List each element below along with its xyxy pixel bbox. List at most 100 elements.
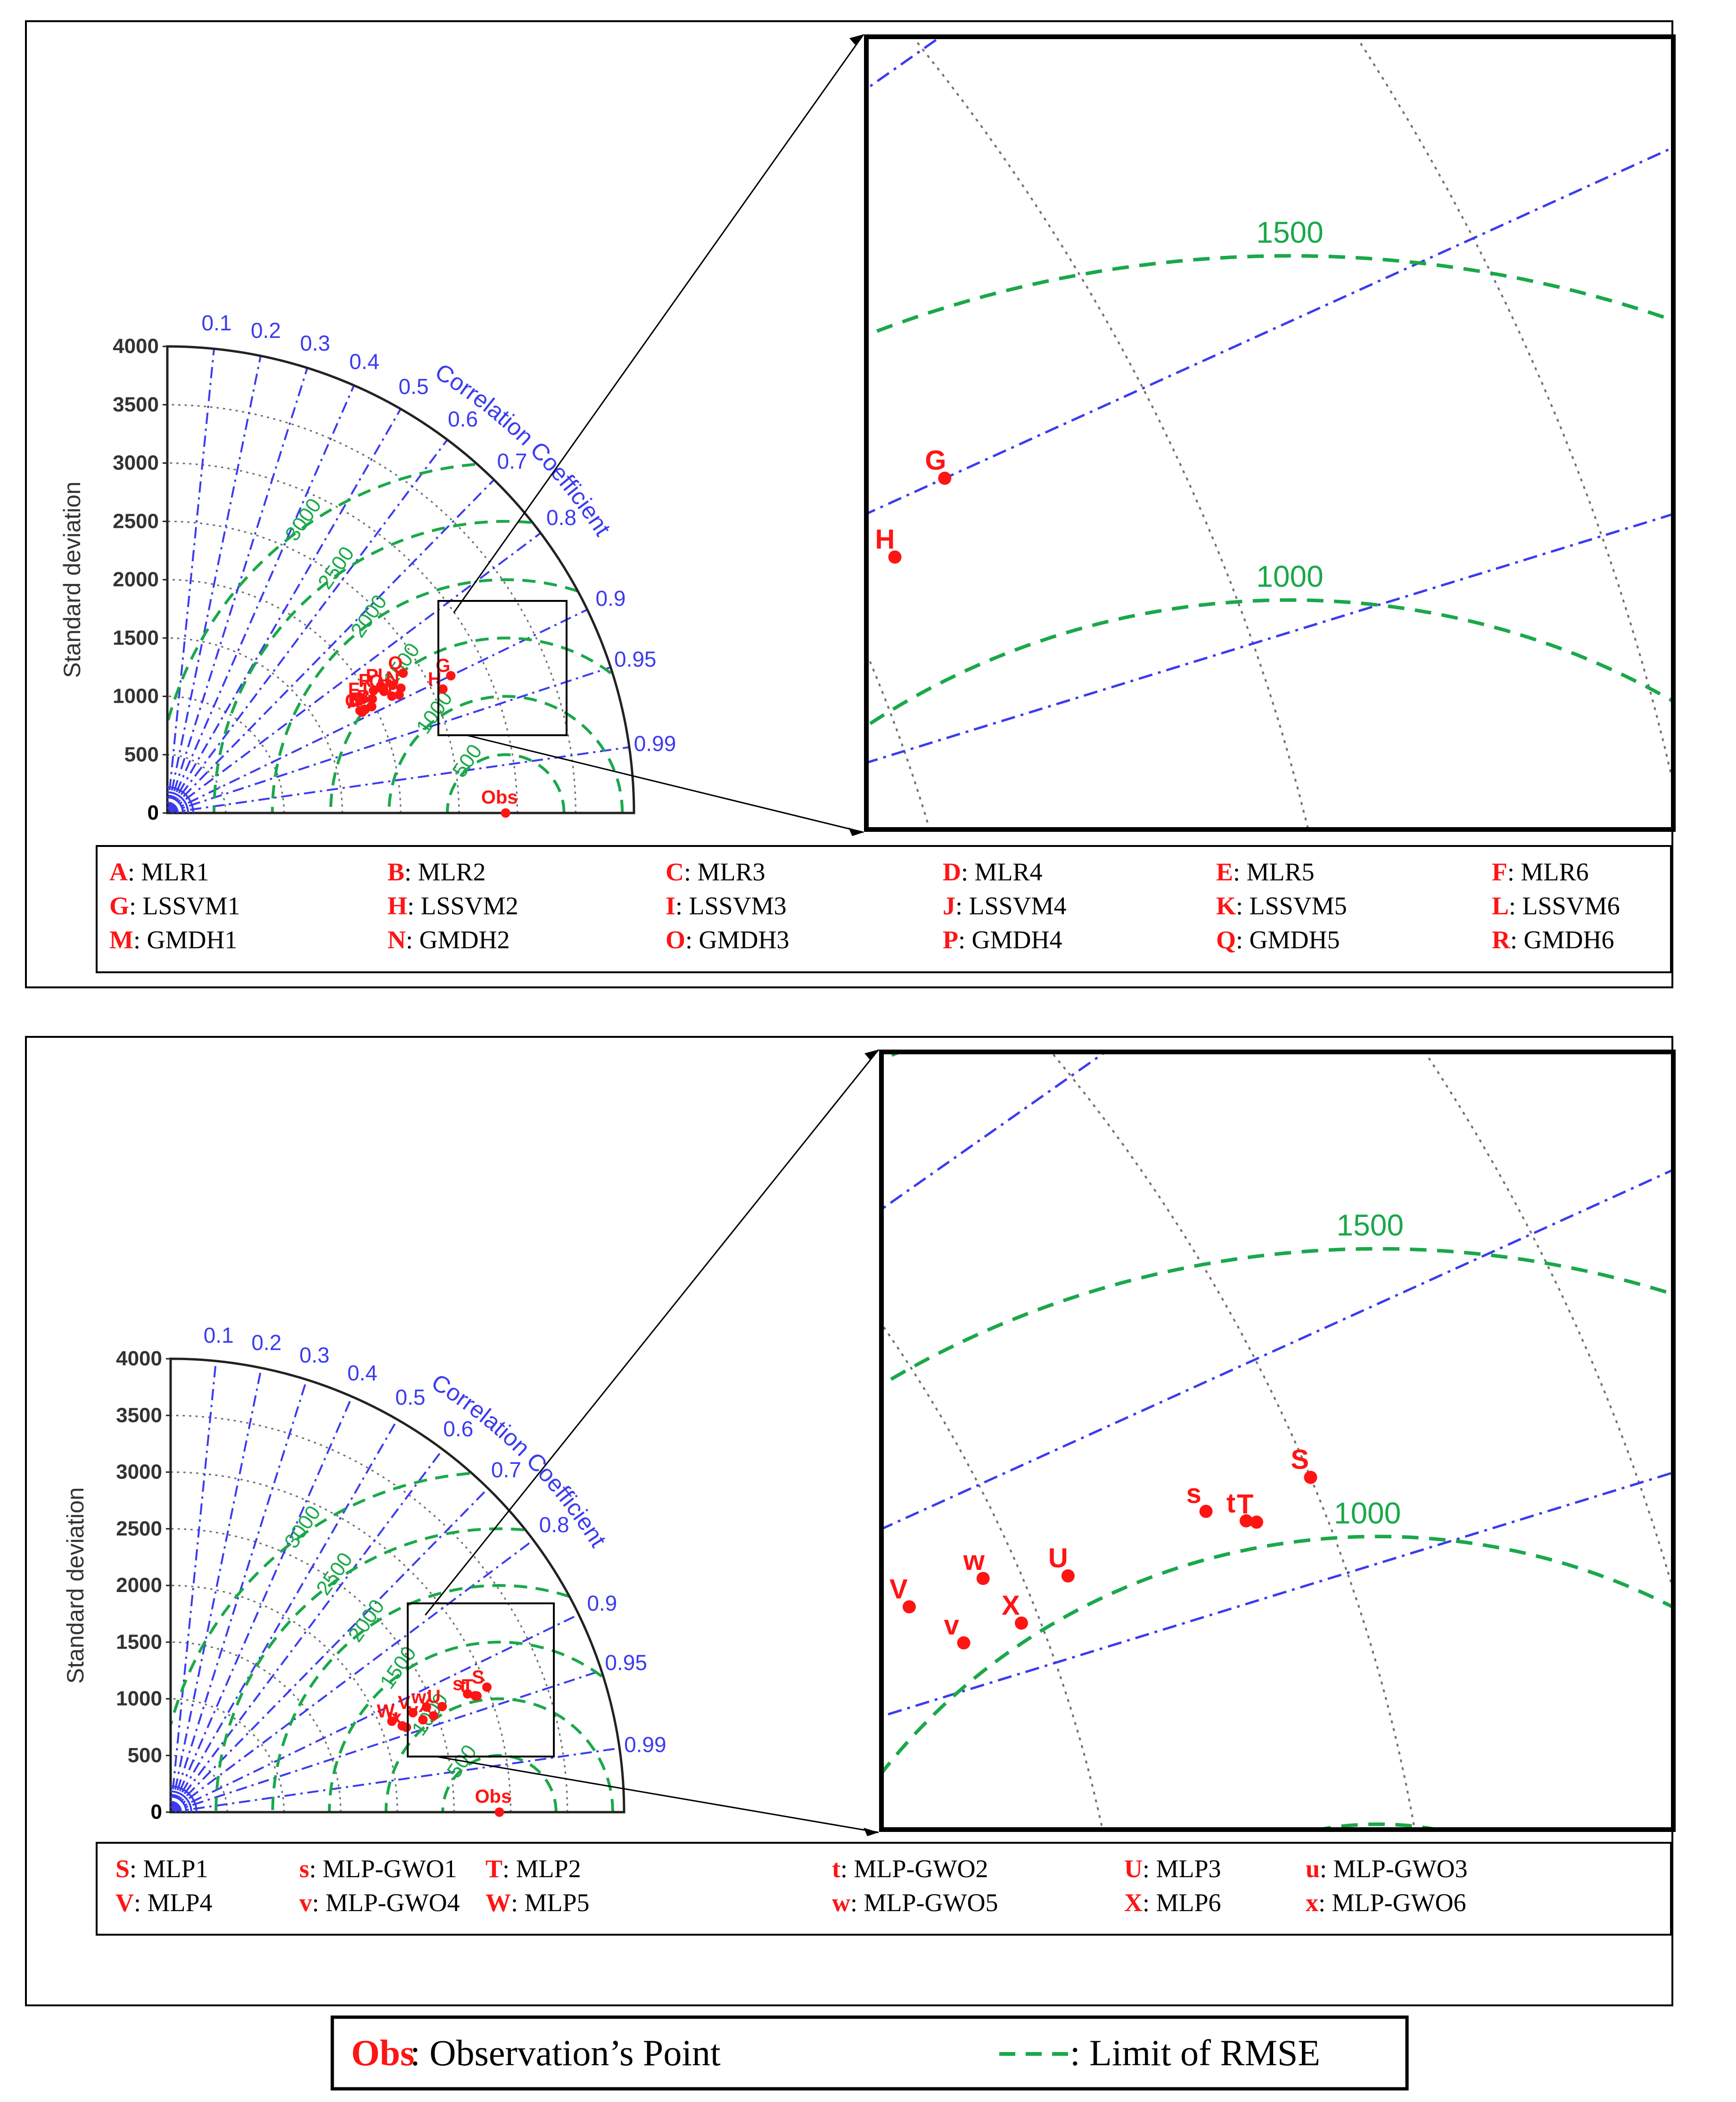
model-point-Q [398,668,408,678]
zoom-point-label: R [438,534,458,564]
legend-model-name: : GMDH5 [1236,926,1340,954]
legend-model-name: : MLP-GWO3 [1320,1855,1467,1883]
correlation-tick-label: 0.99 [624,1733,666,1757]
legend-entry: Q: GMDH5 [1216,926,1340,954]
model-point-label: S [472,1667,485,1688]
legend-model-name: : LSSVM2 [407,892,518,920]
legend-key: G [109,892,129,920]
panel1-taylor-diagram: 05001000150020002500300035004000Standard… [0,0,1676,1289]
zoom-point-V [903,1600,916,1614]
panel1-legend-frame [96,845,1672,973]
std-tick-label: 3000 [116,1461,162,1484]
zoom-point-u [845,1667,858,1680]
legend-key: V [115,1889,134,1917]
legend-key: B [387,858,404,886]
correlation-tick-label: 0.8 [546,505,576,530]
zoom-background [866,37,1673,829]
correlation-ray [167,746,630,813]
legend-key: M [109,926,133,954]
legend-key: H [387,892,407,920]
model-point-label: F [348,679,359,700]
legend-entry: J: LSSVM4 [943,892,1067,920]
rmse-arc [866,598,1673,729]
correlation-ray [171,1368,263,1812]
std-grid-circle [881,1322,1104,1830]
model-point-label: w [411,1687,427,1708]
zoom-rmse-label: 1000 [1256,559,1323,593]
model-point-label: P [366,665,378,686]
zoom-source-box [407,1602,555,1757]
correlation-tick-label: 0.99 [634,731,676,756]
zoom-arrow-top [864,1050,879,1060]
correlation-tick-label: 0.7 [497,449,527,474]
legend-model-name: : GMDH6 [1510,926,1614,954]
correlation-title: Correlation Coefficient [427,1369,612,1552]
rmse-arc [271,578,578,813]
legend-model-name: : LSSVM3 [675,892,787,920]
std-grid-circle [171,1585,398,1812]
std-tick-label: 2500 [113,509,159,533]
obs-label: Obs [475,1786,511,1807]
zoom-point-label: V [889,1574,908,1604]
model-point-S [482,1682,492,1692]
legend-model-name: : MLR5 [1233,858,1315,886]
legend-key: D [943,858,961,886]
std-grid-circle [171,1528,455,1812]
zoom-connector-bottom [436,1756,879,1833]
rmse-arc [167,463,476,723]
legend-key: O [666,926,685,954]
legend-entry: I: LSSVM3 [666,892,787,920]
legend-model-name: : GMDH3 [685,926,790,954]
legend-key: N [387,926,406,954]
model-point-label: K [349,689,363,710]
model-point-F [358,695,368,705]
legend-model-name: : MLP5 [511,1889,590,1917]
legend-model-name: : MLP-GWO4 [312,1889,460,1917]
legend-key: A [109,858,128,886]
model-point-J [367,694,377,704]
zoom-point-x [868,1675,881,1688]
model-point-K [360,704,370,714]
legend-model-name: : MLR2 [404,858,486,886]
legend-model-name: : MLP6 [1143,1889,1221,1917]
legend-model-name: : GMDH2 [406,926,510,954]
std-grid-circle [0,0,629,1289]
origin-arc [170,1801,182,1813]
correlation-tick-label: 0.1 [204,1323,234,1347]
std-tick-label: 3500 [116,1404,162,1427]
rmse-arc [1309,1822,1447,1830]
legend-key: C [666,858,684,886]
zoom-point-label: u [831,1641,848,1671]
legend-entry: G: LSSVM1 [109,892,240,920]
correlation-ray [167,479,495,813]
std-tick-label: 0 [151,1800,162,1823]
std-tick-label: 3000 [113,452,159,475]
model-point-v [418,1715,428,1724]
zoom-rmse-label: 1500 [1337,1208,1404,1242]
legend-entry: K: LSSVM5 [1216,892,1347,920]
correlation-tick-label: 0.2 [251,1330,281,1355]
origin-arc [167,802,179,813]
correlation-ray [171,1379,308,1812]
model-point-label: H [428,669,442,690]
correlation-ray [167,385,355,813]
zoom-frame [864,34,1676,832]
zoom-point-label: U [1048,1543,1068,1574]
model-point-label: X [419,1696,431,1716]
obs-legend-text: : Observation’s Point [410,2032,721,2073]
legend-entry: u: MLP-GWO3 [1306,1855,1468,1883]
legend-entry: w: MLP-GWO5 [832,1889,998,1917]
rmse-arc [271,1584,570,1812]
legend-entry: S: MLP1 [115,1855,208,1883]
correlation-tick-label: 0.5 [399,374,429,399]
model-point-R [369,686,378,696]
correlation-ray [0,0,629,1289]
std-grid-circle [167,520,460,813]
panel1-quadrant-outline [166,345,635,814]
bottom-legend-frame [330,2015,1409,2091]
origin-arc [167,807,173,813]
legend-key: J [943,892,955,920]
legend-entry: U: MLP3 [1124,1855,1221,1883]
model-point-label: N [386,668,400,689]
